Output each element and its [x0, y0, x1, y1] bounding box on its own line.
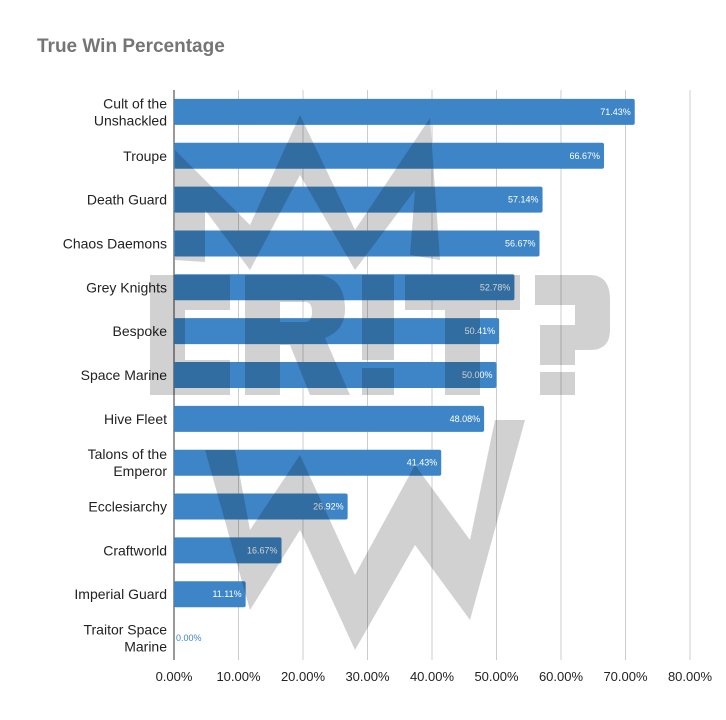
bar [174, 98, 635, 125]
category-label-line: Space Marine [81, 367, 168, 383]
category-label-line: Talons of the [88, 446, 168, 462]
category-label: Craftworld [103, 542, 167, 558]
bar [174, 230, 540, 257]
bar [174, 318, 500, 345]
data-label: 50.00% [462, 370, 493, 380]
x-tick-label: 30.00% [345, 669, 390, 684]
chart-title: True Win Percentage [37, 36, 225, 57]
data-label: 57.14% [508, 195, 539, 205]
data-label: 71.43% [600, 107, 631, 117]
category-label: Traitor Space Marine [83, 622, 167, 655]
x-tick-label: 20.00% [281, 669, 326, 684]
bar [174, 142, 605, 169]
category-label: Grey Knights [86, 279, 167, 295]
bar [174, 537, 282, 564]
category-label-line: Craftworld [103, 542, 167, 558]
category-labels: Cult of the Unshackled Troupe Death Guard Ch… [63, 95, 168, 654]
bar [174, 362, 497, 388]
data-label: 41.43% [407, 458, 438, 468]
category-label-line: Chaos Daemons [63, 235, 167, 251]
category-label-line: Death Guard [87, 192, 167, 208]
data-label: 56.67% [505, 238, 536, 248]
x-tick-labels: 0.00% 10.00% 20.00% 30.00% 40.00% 50.00% 60.00… [156, 669, 713, 684]
category-label-line: Traitor Space [83, 622, 167, 638]
category-label: Ecclesiarchy [88, 499, 167, 515]
category-label-line: Grey Knights [86, 279, 167, 295]
bar [174, 493, 348, 520]
data-label: 52.78% [480, 282, 511, 292]
category-label-line: Cult of the [103, 95, 167, 111]
bar [174, 581, 246, 608]
category-label: Hive Fleet [104, 411, 167, 427]
x-tick-label: 40.00% [410, 669, 455, 684]
x-tick-label: 70.00% [603, 669, 648, 684]
x-tick-label: 0.00% [156, 669, 193, 684]
category-label-line: Ecclesiarchy [88, 499, 167, 515]
data-label: 26.92% [313, 502, 344, 512]
bar [174, 186, 543, 213]
data-label: 66.67% [569, 151, 600, 161]
category-label-line: Marine [124, 639, 167, 655]
data-labels: 71.43% 66.67% 57.14% 56.67% 52.78% 50.41% 50.0… [176, 107, 631, 643]
category-label: Cult of the Unshackled [94, 95, 167, 128]
category-label: Bespoke [113, 323, 168, 339]
x-tick-label: 60.00% [539, 669, 584, 684]
category-label: Troupe [123, 148, 167, 164]
x-tick-label: 80.00% [668, 669, 713, 684]
category-label-line: Troupe [123, 148, 167, 164]
category-label: Space Marine [81, 367, 168, 383]
category-label-line: Imperial Guard [74, 586, 167, 602]
bars [174, 98, 635, 608]
category-label: Death Guard [87, 192, 167, 208]
category-label: Imperial Guard [74, 586, 167, 602]
data-label: 16.67% [247, 545, 278, 555]
category-label-line: Hive Fleet [104, 411, 167, 427]
data-label: 50.41% [465, 326, 496, 336]
bar [174, 449, 442, 476]
data-label: 11.11% [212, 589, 241, 599]
bar [174, 274, 515, 301]
category-label-line: Unshackled [94, 112, 167, 128]
bar [174, 405, 485, 432]
category-label: Chaos Daemons [63, 235, 167, 251]
category-label: Talons of the Emperor [88, 446, 168, 479]
data-label: 0.00% [176, 633, 202, 643]
category-label-line: Bespoke [113, 323, 168, 339]
category-label-line: Emperor [113, 463, 167, 479]
data-label: 48.08% [450, 414, 481, 424]
x-tick-label: 10.00% [216, 669, 261, 684]
x-tick-label: 50.00% [474, 669, 519, 684]
